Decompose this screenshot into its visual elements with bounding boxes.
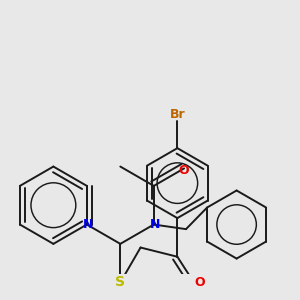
Text: O: O xyxy=(194,276,205,289)
Text: S: S xyxy=(115,275,125,290)
Text: O: O xyxy=(179,164,189,177)
Text: N: N xyxy=(82,218,93,231)
Text: N: N xyxy=(149,218,160,231)
Text: Br: Br xyxy=(169,108,185,121)
